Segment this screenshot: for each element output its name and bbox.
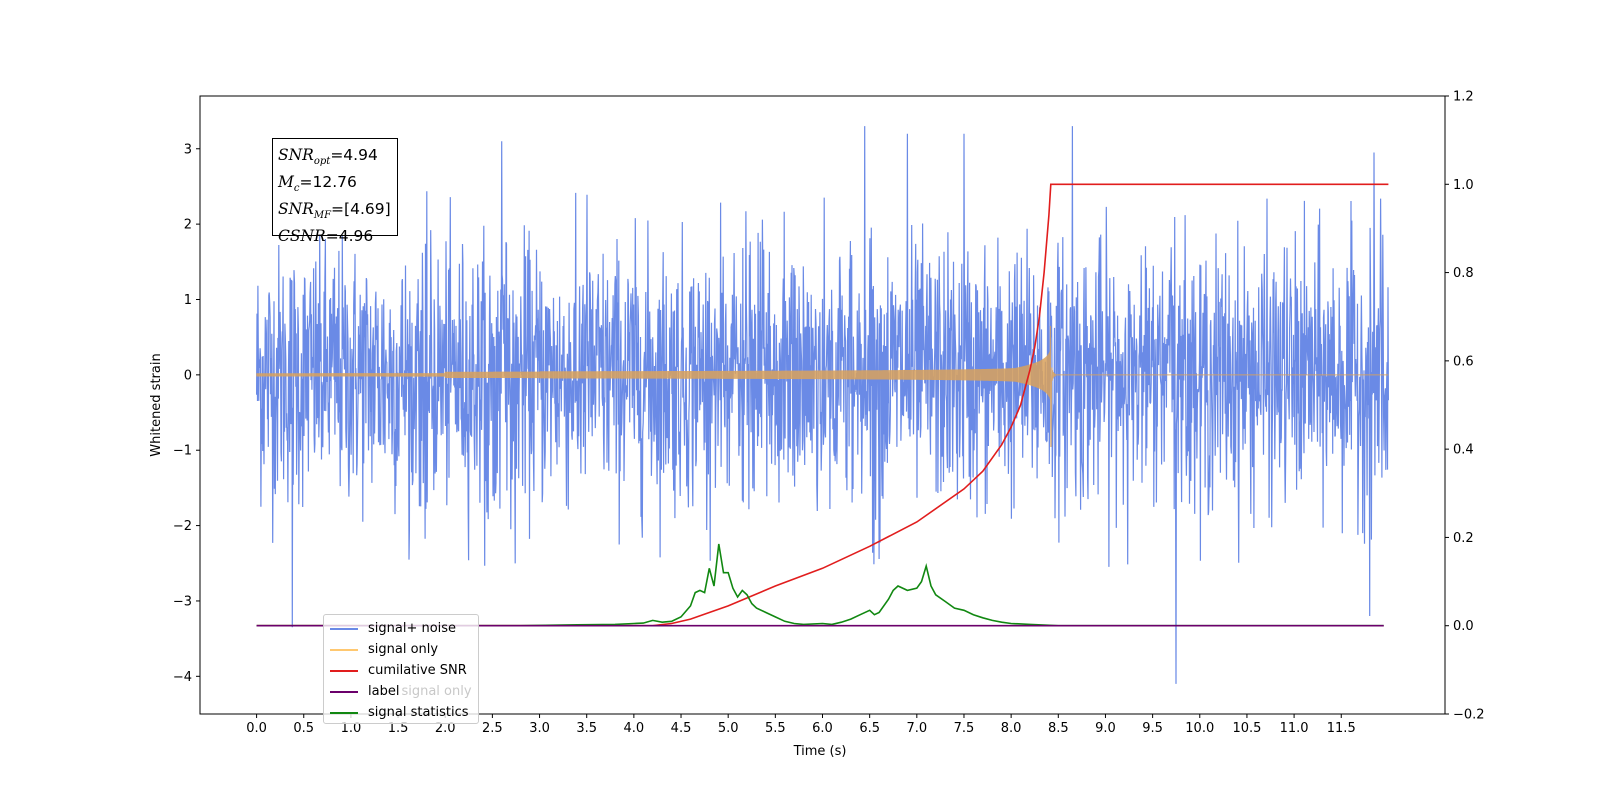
y-axis-left: 3 2 1 0 −1 −2 −3 −4 [173, 142, 200, 685]
signal-only-series [256, 325, 1389, 447]
legend-swatch [330, 711, 358, 714]
cumulative-snr-series [256, 183, 1389, 627]
x-tick-label: 9.5 [1142, 721, 1163, 736]
legend-swatch [330, 648, 358, 651]
y-tick-label: −1 [173, 444, 192, 459]
x-tick-label: 10.0 [1185, 721, 1214, 736]
chart-legend: signal+ noise signal only cumilative SNR… [323, 614, 479, 724]
x-tick-label: 7.5 [954, 721, 975, 736]
x-tick-label: 7.0 [906, 721, 927, 736]
x-tick-label: 3.0 [529, 721, 550, 736]
x-tick-label: 0.5 [293, 721, 314, 736]
y-tick-label: 1 [184, 293, 192, 308]
y2-tick-label: 0.6 [1453, 354, 1474, 369]
legend-item-signal-only: signal only [330, 639, 478, 660]
legend-swatch [330, 669, 358, 672]
y-tick-label: −2 [173, 519, 192, 534]
y-tick-label: −3 [173, 594, 192, 609]
x-tick-label: 8.5 [1048, 721, 1069, 736]
x-tick-label: 11.0 [1280, 721, 1309, 736]
legend-item-signal-statistics: signal statistics [330, 702, 478, 723]
y2-tick-label: 0.4 [1453, 443, 1474, 458]
x-tick-label: 6.0 [812, 721, 833, 736]
y2-tick-label: 0.0 [1453, 619, 1474, 634]
snr-info-box: SNRopt=4.94 Mc=12.76 SNRMF=[4.69] CSNR=4… [272, 138, 398, 245]
x-tick-label: 9.0 [1095, 721, 1116, 736]
y2-tick-label: 1.0 [1453, 178, 1474, 193]
y2-tick-label: −0.2 [1453, 708, 1485, 723]
legend-item-label: label signal only [330, 681, 478, 702]
legend-item-signal-noise: signal+ noise [330, 618, 478, 639]
csnr-text: CSNR=4.96 [278, 227, 374, 246]
signal-statistics-series [256, 543, 1384, 627]
legend-swatch [330, 627, 358, 630]
snr-opt-text: SNRopt=4.94 [278, 146, 378, 168]
y-tick-label: 3 [184, 142, 192, 157]
x-tick-label: 4.0 [624, 721, 645, 736]
y2-tick-label: 0.8 [1453, 266, 1474, 281]
signal-plus-noise-series [256, 126, 1389, 684]
chirp-mass-text: Mc=12.76 [278, 173, 357, 195]
x-tick-label: 6.5 [859, 721, 880, 736]
x-tick-label: 5.0 [718, 721, 739, 736]
x-tick-label: 2.5 [482, 721, 503, 736]
y2-tick-label: 1.2 [1453, 90, 1474, 105]
x-tick-label: 0.0 [246, 721, 267, 736]
x-axis-label: Time (s) [793, 744, 847, 759]
y-tick-label: −4 [173, 670, 192, 685]
x-tick-label: 5.5 [765, 721, 786, 736]
y-tick-label: 0 [184, 368, 192, 383]
x-tick-label: 11.5 [1327, 721, 1356, 736]
legend-ghost-text: signal only [401, 684, 472, 699]
y2-tick-label: 0.2 [1453, 531, 1474, 546]
x-tick-label: 4.5 [671, 721, 692, 736]
x-tick-label: 1.0 [341, 721, 362, 736]
x-tick-label: 8.0 [1001, 721, 1022, 736]
legend-item-cumulative-snr: cumilative SNR [330, 660, 478, 681]
x-tick-label: 3.5 [576, 721, 597, 736]
x-tick-label: 1.5 [388, 721, 409, 736]
legend-swatch [330, 690, 358, 693]
y-axis-right: 1.2 1.0 0.8 0.6 0.4 0.2 0.0 −0.2 [1445, 90, 1485, 723]
y-axis-label: Whitened strain [149, 353, 164, 456]
snr-mf-text: SNRMF=[4.69] [278, 200, 391, 222]
x-axis: 0.0 0.5 1.0 1.5 2.0 2.5 3.0 3.5 4.0 4.5 5.0 5.5 6.0 6… [246, 714, 1356, 736]
x-tick-label: 2.0 [435, 721, 456, 736]
y-tick-label: 2 [184, 218, 192, 233]
x-tick-label: 10.5 [1232, 721, 1261, 736]
